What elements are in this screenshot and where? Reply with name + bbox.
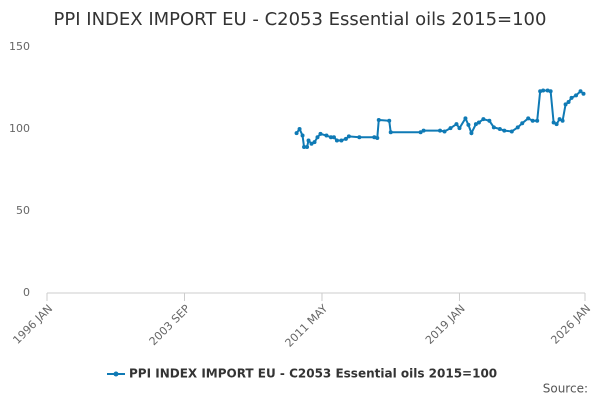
data-point [418, 130, 423, 135]
data-point [318, 131, 323, 136]
data-point [476, 120, 481, 125]
data-point [339, 138, 344, 143]
data-point [346, 134, 351, 139]
data-point [357, 135, 362, 140]
data-point [551, 120, 556, 125]
data-point [297, 127, 302, 131]
data-point [315, 135, 320, 140]
data-point [541, 88, 546, 93]
data-point [457, 126, 462, 131]
data-point [530, 118, 535, 123]
data-point [481, 117, 486, 122]
data-point [328, 135, 333, 140]
source-label: Source: [543, 382, 588, 396]
data-point [473, 122, 478, 127]
data-point [566, 99, 571, 104]
y-tick-label: 0 [23, 286, 30, 299]
data-point [569, 95, 574, 100]
data-point [520, 121, 525, 126]
data-point [497, 127, 502, 131]
data-point [509, 129, 514, 134]
data-point [306, 138, 311, 143]
data-point [388, 130, 393, 135]
y-tick-label: 150 [9, 40, 30, 53]
data-point [515, 125, 520, 130]
data-point [557, 117, 562, 122]
data-point [438, 128, 443, 133]
data-point [502, 128, 507, 133]
data-point [375, 136, 380, 141]
legend-marker [113, 371, 119, 377]
data-point [309, 141, 314, 146]
series-line [295, 89, 585, 149]
data-point [487, 118, 492, 123]
data-point [574, 93, 579, 98]
data-point [466, 122, 471, 127]
data-point [454, 122, 459, 127]
data-point [387, 118, 392, 123]
x-tick-label: 2003 SEP [147, 302, 193, 348]
data-point [376, 117, 381, 122]
data-point [448, 126, 453, 131]
data-point [491, 125, 496, 130]
data-point [421, 128, 426, 133]
data-point [581, 91, 586, 96]
x-tick-label: 2011 MAY [283, 302, 331, 350]
x-tick-label: 2026 JAN [548, 302, 593, 347]
data-point [302, 145, 307, 150]
data-point [300, 133, 305, 138]
data-point [442, 129, 447, 134]
data-point [563, 102, 568, 107]
data-point [324, 133, 329, 138]
data-point [548, 89, 553, 94]
data-point [578, 89, 583, 94]
data-point [294, 131, 299, 136]
data-point [526, 116, 531, 121]
data-point [334, 138, 339, 143]
x-tick-label: 1996 JAN [10, 302, 55, 347]
data-point [305, 145, 310, 150]
y-tick-label: 100 [9, 122, 30, 135]
data-point [469, 131, 474, 136]
data-point [312, 140, 317, 145]
chart-title: PPI INDEX IMPORT EU - C2053 Essential oi… [54, 9, 547, 30]
data-point [343, 136, 348, 141]
data-point [535, 118, 540, 123]
data-point [331, 135, 336, 140]
data-point [463, 116, 468, 121]
y-tick-label: 50 [16, 204, 30, 217]
data-point [554, 122, 559, 127]
data-point [560, 118, 565, 123]
legend-label: PPI INDEX IMPORT EU - C2053 Essential oi… [129, 367, 497, 381]
x-tick-label: 2019 JAN [423, 302, 468, 347]
